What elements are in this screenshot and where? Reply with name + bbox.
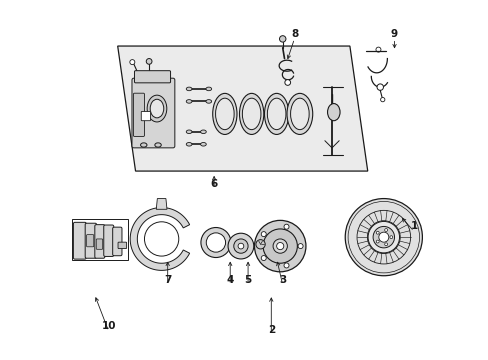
FancyBboxPatch shape [118, 242, 126, 249]
Polygon shape [118, 46, 367, 171]
Ellipse shape [150, 99, 163, 118]
Circle shape [284, 263, 288, 268]
Ellipse shape [200, 143, 206, 146]
Text: 3: 3 [279, 275, 286, 285]
Circle shape [378, 232, 388, 242]
Circle shape [227, 233, 253, 259]
Ellipse shape [212, 93, 237, 134]
Text: 8: 8 [290, 28, 298, 39]
Circle shape [272, 239, 287, 253]
Text: 5: 5 [244, 275, 251, 285]
Ellipse shape [264, 93, 288, 134]
Text: 7: 7 [163, 275, 171, 285]
Circle shape [276, 243, 283, 249]
Circle shape [367, 221, 399, 253]
Ellipse shape [200, 130, 206, 134]
Circle shape [285, 80, 290, 85]
Circle shape [206, 233, 225, 252]
Circle shape [130, 60, 135, 64]
Circle shape [384, 229, 387, 231]
Circle shape [201, 228, 230, 257]
Text: 9: 9 [390, 28, 397, 39]
FancyBboxPatch shape [133, 93, 144, 136]
Text: 4: 4 [226, 275, 233, 285]
Circle shape [376, 231, 378, 234]
Ellipse shape [186, 100, 192, 103]
Text: 1: 1 [410, 221, 417, 231]
Circle shape [298, 244, 303, 249]
FancyBboxPatch shape [134, 71, 170, 83]
Ellipse shape [205, 100, 211, 103]
Ellipse shape [242, 98, 261, 130]
Circle shape [372, 226, 394, 248]
Circle shape [376, 240, 378, 243]
Circle shape [144, 222, 179, 256]
Ellipse shape [147, 95, 166, 122]
Circle shape [345, 199, 422, 276]
FancyBboxPatch shape [86, 235, 94, 247]
Circle shape [284, 224, 288, 229]
Circle shape [389, 236, 392, 239]
Circle shape [384, 243, 387, 246]
Text: 2: 2 [267, 325, 274, 335]
FancyBboxPatch shape [73, 222, 86, 259]
FancyBboxPatch shape [95, 225, 104, 258]
Circle shape [261, 231, 265, 237]
Ellipse shape [327, 104, 339, 121]
Circle shape [261, 256, 265, 261]
Ellipse shape [215, 98, 234, 130]
Text: 10: 10 [102, 321, 116, 332]
Ellipse shape [267, 98, 285, 130]
Ellipse shape [239, 93, 263, 134]
Text: 6: 6 [210, 179, 217, 189]
Circle shape [376, 84, 383, 90]
Ellipse shape [286, 93, 312, 134]
Ellipse shape [290, 98, 308, 130]
Circle shape [233, 239, 247, 253]
Ellipse shape [205, 87, 211, 91]
FancyBboxPatch shape [132, 78, 175, 148]
FancyBboxPatch shape [96, 239, 102, 249]
FancyBboxPatch shape [85, 223, 97, 258]
Circle shape [263, 229, 297, 263]
Circle shape [254, 220, 305, 272]
Circle shape [279, 36, 285, 42]
Circle shape [380, 98, 384, 102]
FancyBboxPatch shape [141, 111, 150, 121]
FancyBboxPatch shape [103, 225, 114, 256]
Ellipse shape [186, 130, 192, 134]
FancyBboxPatch shape [112, 227, 122, 256]
Ellipse shape [186, 87, 192, 91]
Ellipse shape [186, 143, 192, 146]
Circle shape [255, 240, 264, 249]
Circle shape [146, 59, 152, 64]
Ellipse shape [140, 143, 147, 147]
Circle shape [375, 47, 380, 52]
Polygon shape [156, 199, 166, 209]
Circle shape [238, 243, 244, 249]
Polygon shape [130, 207, 189, 270]
Ellipse shape [155, 143, 161, 147]
